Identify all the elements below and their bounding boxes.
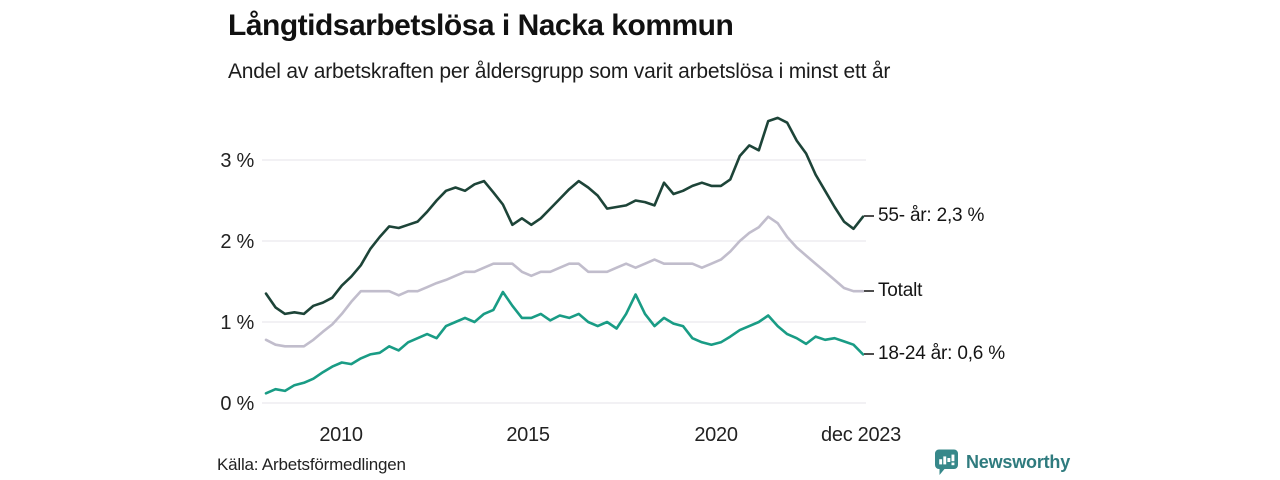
label-tick-dash <box>864 215 874 217</box>
line-totalt <box>264 215 865 348</box>
y-tick-3: 3 % <box>220 150 254 172</box>
y-tick-1: 1 % <box>220 312 254 334</box>
series-label-18-24: 18-24 år: 0,6 % <box>864 342 1005 366</box>
speech-bubble-bar-chart-icon <box>935 449 958 475</box>
series-label-text: 55- år: 2,3 % <box>878 205 985 226</box>
series-label-text: 18-24 år: 0,6 % <box>878 343 1005 364</box>
x-tick-dec-2023: dec 2023 <box>821 424 901 446</box>
chart-title: Långtidsarbetslösa i Nacka kommun <box>228 9 734 42</box>
x-tick-2015: 2015 <box>506 424 549 446</box>
label-tick-dash <box>864 290 874 292</box>
chart-subtitle: Andel av arbetskraften per åldersgrupp s… <box>228 60 891 83</box>
series-label-55-plus: 55- år: 2,3 % <box>864 204 984 228</box>
x-tick-2020: 2020 <box>694 424 737 446</box>
y-tick-0: 0 % <box>220 393 254 415</box>
series-label-totalt: Totalt <box>864 279 922 303</box>
series-label-text: Totalt <box>878 280 923 301</box>
line-55-plus <box>264 116 865 316</box>
label-tick-dash <box>864 353 874 355</box>
x-tick-2010: 2010 <box>319 424 362 446</box>
source-note: Källa: Arbetsförmedlingen <box>217 455 406 474</box>
newsworthy-logo[interactable]: Newsworthy <box>934 449 1070 476</box>
brand-name: Newsworthy <box>966 452 1071 472</box>
y-tick-2: 2 % <box>220 231 254 253</box>
line-18-24 <box>264 290 865 395</box>
